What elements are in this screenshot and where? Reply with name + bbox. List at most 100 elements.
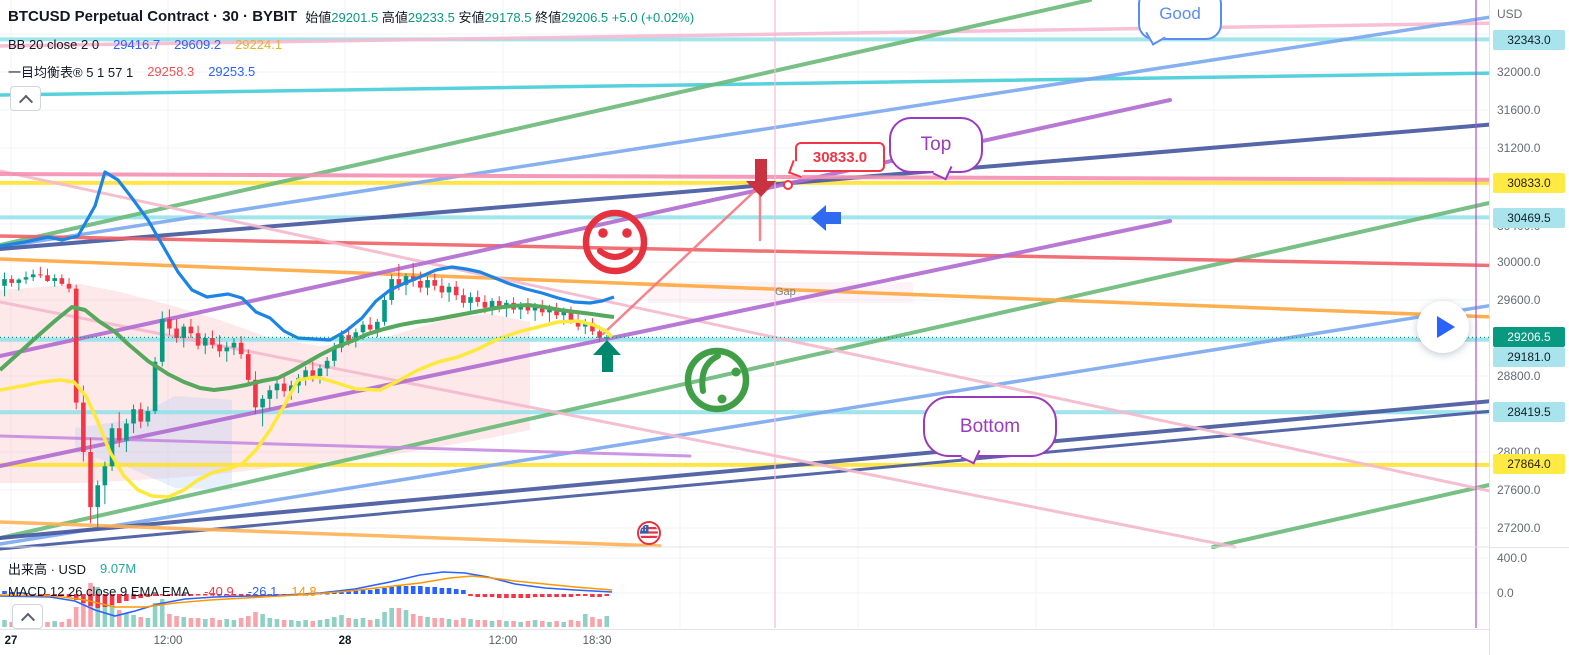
macd-histogram-bar <box>145 594 151 597</box>
volume-bar <box>231 620 237 627</box>
candle-body <box>102 466 108 486</box>
price-axis[interactable]: USD 32000.031600.031200.030400.030000.02… <box>1489 0 1569 655</box>
axis-price-label: 27200.0 <box>1497 521 1541 535</box>
volume-bar <box>496 620 502 627</box>
trend-line[interactable] <box>0 183 1569 540</box>
trend-line[interactable] <box>0 172 1569 182</box>
tilted-face-icon[interactable] <box>682 345 752 415</box>
indicator-legend-ichimoku[interactable]: 一目均衡表® 5 1 57 1 29258.3 29253.5 <box>8 64 256 80</box>
macd-histogram-bar <box>489 594 495 597</box>
volume-bar <box>159 599 165 627</box>
time-axis[interactable]: 27 12:00 28 12:00 18:30 <box>0 629 1489 655</box>
macd-histogram-bar <box>66 594 72 597</box>
trend-line[interactable] <box>0 169 1569 510</box>
left-arrow-icon[interactable] <box>811 205 841 231</box>
trend-line[interactable] <box>0 219 1172 468</box>
volume-bar <box>446 619 452 627</box>
macd-histogram-bar <box>604 594 610 596</box>
axis-currency-label: USD <box>1497 7 1523 21</box>
volume-bar <box>181 617 187 627</box>
collapse-pane-button-bottom[interactable] <box>12 604 43 629</box>
ichimoku-cloud-pink <box>0 284 530 483</box>
speech-bubble-good[interactable]: Good <box>1138 0 1222 46</box>
macd-histogram-bar <box>131 594 136 599</box>
candle-body <box>396 279 402 285</box>
volume-bar <box>332 617 337 627</box>
candle-body <box>532 305 538 311</box>
volume-bar <box>245 616 251 627</box>
symbol-title[interactable]: BTCUSD Perpetual Contract · 30 · BYBIT <box>8 8 298 25</box>
candle-body <box>81 402 86 452</box>
trend-line[interactable] <box>0 257 1569 322</box>
volume-bar <box>339 615 344 627</box>
candle-body <box>124 423 129 441</box>
macd-histogram-bar <box>346 591 351 594</box>
volume-bar <box>382 612 387 627</box>
volume-bar <box>73 607 79 627</box>
go-to-realtime-button[interactable] <box>1417 301 1469 353</box>
axis-price-badge-30833.0[interactable]: 30833.0 <box>1493 173 1565 193</box>
macd-histogram-bar <box>453 589 459 594</box>
candle-body <box>446 286 452 293</box>
axis-price-badge-29181.0[interactable]: 29181.0 <box>1493 347 1565 367</box>
candle-body <box>202 338 208 346</box>
candle-body <box>174 328 179 338</box>
volume-bar <box>389 608 394 627</box>
volume-bar <box>468 619 473 627</box>
trend-line[interactable] <box>0 234 1569 269</box>
speech-bubble-top[interactable]: Top <box>889 117 983 181</box>
volume-bar <box>281 620 287 627</box>
trend-line[interactable] <box>0 402 1569 551</box>
volume-bar <box>439 618 445 627</box>
indicator-legend-macd[interactable]: MACD 12 26 close 9 EMA EMA -40.9 -26.1 1… <box>8 584 317 599</box>
axis-price-badge-27864.0[interactable]: 27864.0 <box>1493 454 1565 474</box>
volume-bar <box>432 618 437 627</box>
trend-line[interactable] <box>0 20 1569 48</box>
candle-body <box>188 326 194 334</box>
time-axis-label: 18:30 <box>582 635 612 647</box>
up-arrow-icon[interactable] <box>593 340 621 372</box>
axis-price-badge-29206.5[interactable]: 29206.5 <box>1493 327 1565 347</box>
bb-basis-value: 29609.2 <box>174 37 222 52</box>
trend-line[interactable] <box>0 291 1569 546</box>
volume-bar <box>81 595 86 627</box>
volume-bar <box>167 614 172 627</box>
macd-histogram-bar <box>95 594 101 608</box>
volume-bar <box>145 618 151 627</box>
axis-price-label: 28800.0 <box>1497 369 1541 383</box>
indicator-legend-volume[interactable]: 出来高 · USD 9.07M <box>8 561 137 577</box>
trend-line[interactable] <box>0 392 1569 540</box>
speech-bubble-bottom[interactable]: Bottom <box>923 396 1057 465</box>
bubble-text: Top <box>920 134 952 155</box>
collapse-pane-button-top[interactable] <box>10 86 41 111</box>
price-callout[interactable]: 30833.0 <box>788 142 885 178</box>
macd-histogram-bar <box>52 594 57 596</box>
volume-bar <box>296 621 301 627</box>
trend-line[interactable] <box>601 184 762 336</box>
axis-price-badge-30469.5[interactable]: 30469.5 <box>1493 208 1565 228</box>
macd-histogram-bar <box>461 590 466 594</box>
trend-line[interactable] <box>0 0 1092 247</box>
smiley-face-icon[interactable] <box>580 207 650 277</box>
axis-price-badge-28419.5[interactable]: 28419.5 <box>1493 402 1565 422</box>
macd-histogram-bar <box>339 592 344 594</box>
volume-bar <box>188 618 194 627</box>
trend-line[interactable] <box>0 434 692 458</box>
us-flag-event-icon[interactable] <box>637 521 661 545</box>
candle-body <box>195 333 201 346</box>
candle-body <box>339 335 344 348</box>
trend-line[interactable] <box>0 70 1569 97</box>
down-arrow-icon[interactable] <box>746 159 776 197</box>
volume-bar <box>396 608 402 627</box>
trend-line[interactable] <box>0 3 1569 249</box>
axis-price-badge-32343.0[interactable]: 32343.0 <box>1493 30 1565 50</box>
indicator-legend-bb[interactable]: BB 20 close 2 0 29416.7 29609.2 29224.1 <box>8 37 283 52</box>
macd-histogram-bar <box>518 594 524 598</box>
trend-line[interactable] <box>0 520 662 548</box>
macd-histogram-bar <box>217 594 222 596</box>
price-marker-dot[interactable] <box>783 180 793 190</box>
volume-bar <box>532 620 538 627</box>
candle-body <box>267 390 273 399</box>
volume-bar <box>210 618 215 627</box>
